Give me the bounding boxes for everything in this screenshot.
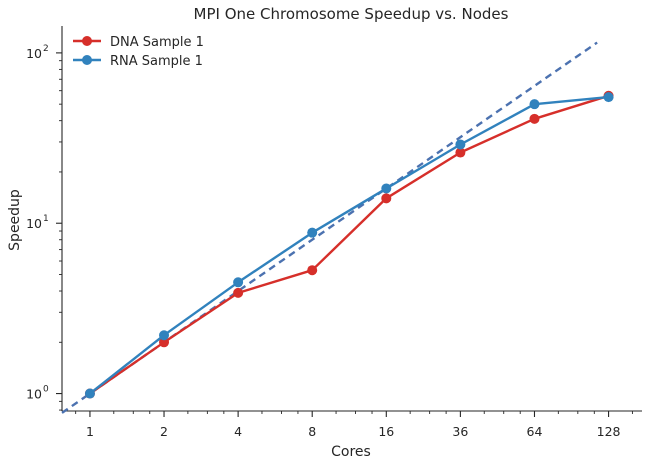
data-point [381, 183, 392, 194]
data-point [455, 147, 466, 158]
data-point [233, 277, 244, 288]
data-point [603, 92, 614, 103]
x-tick-label: 128 [597, 424, 621, 439]
x-tick-label: 36 [452, 424, 468, 439]
x-tick-label: 4 [234, 424, 242, 439]
series-line [89, 94, 609, 395]
data-point [159, 337, 170, 348]
legend: DNA Sample 1 RNA Sample 1 [73, 35, 204, 69]
legend-marker [82, 36, 92, 46]
y-tick-label-exponent: 2 [43, 44, 49, 54]
y-tick-label-exponent: 0 [43, 385, 49, 395]
data-point [529, 113, 540, 124]
series-line [89, 95, 609, 395]
legend-marker [82, 55, 92, 65]
data-point [455, 139, 466, 150]
series-2 [84, 92, 614, 399]
y-tick-label-base: 10 [26, 216, 42, 231]
x-tick-label: 16 [378, 424, 394, 439]
y-tick-label-exponent: 1 [43, 214, 49, 224]
legend-label: DNA Sample 1 [110, 35, 204, 50]
data-point [233, 287, 244, 298]
x-tick-label: 1 [86, 424, 94, 439]
data-point [529, 99, 540, 110]
chart-title: MPI One Chromosome Speedup vs. Nodes [194, 5, 509, 23]
legend-label: RNA Sample 1 [110, 54, 203, 69]
x-tick-label: 2 [160, 424, 168, 439]
x-tick-label: 64 [527, 424, 543, 439]
data-point [159, 330, 170, 341]
y-tick-label: 10 0 [26, 385, 49, 402]
y-tick-label-base: 10 [26, 387, 42, 402]
y-tick-label: 10 1 [26, 214, 49, 231]
data-point [307, 227, 318, 238]
legend-item: RNA Sample 1 [73, 54, 203, 69]
data-point [84, 388, 95, 399]
y-tick-label: 10 2 [26, 44, 49, 61]
y-tick-label-base: 10 [26, 46, 42, 61]
series-layer [84, 90, 614, 399]
legend-item: DNA Sample 1 [73, 35, 204, 50]
data-point [381, 193, 392, 204]
axes: 10 010 110 21 2 4 8 16 36 64 128 [26, 26, 642, 439]
x-tick-label: 8 [308, 424, 316, 439]
y-axis-label: Speedup [7, 189, 23, 251]
data-point [307, 265, 318, 276]
series-1 [84, 90, 614, 399]
x-axis-label: Cores [331, 444, 371, 460]
